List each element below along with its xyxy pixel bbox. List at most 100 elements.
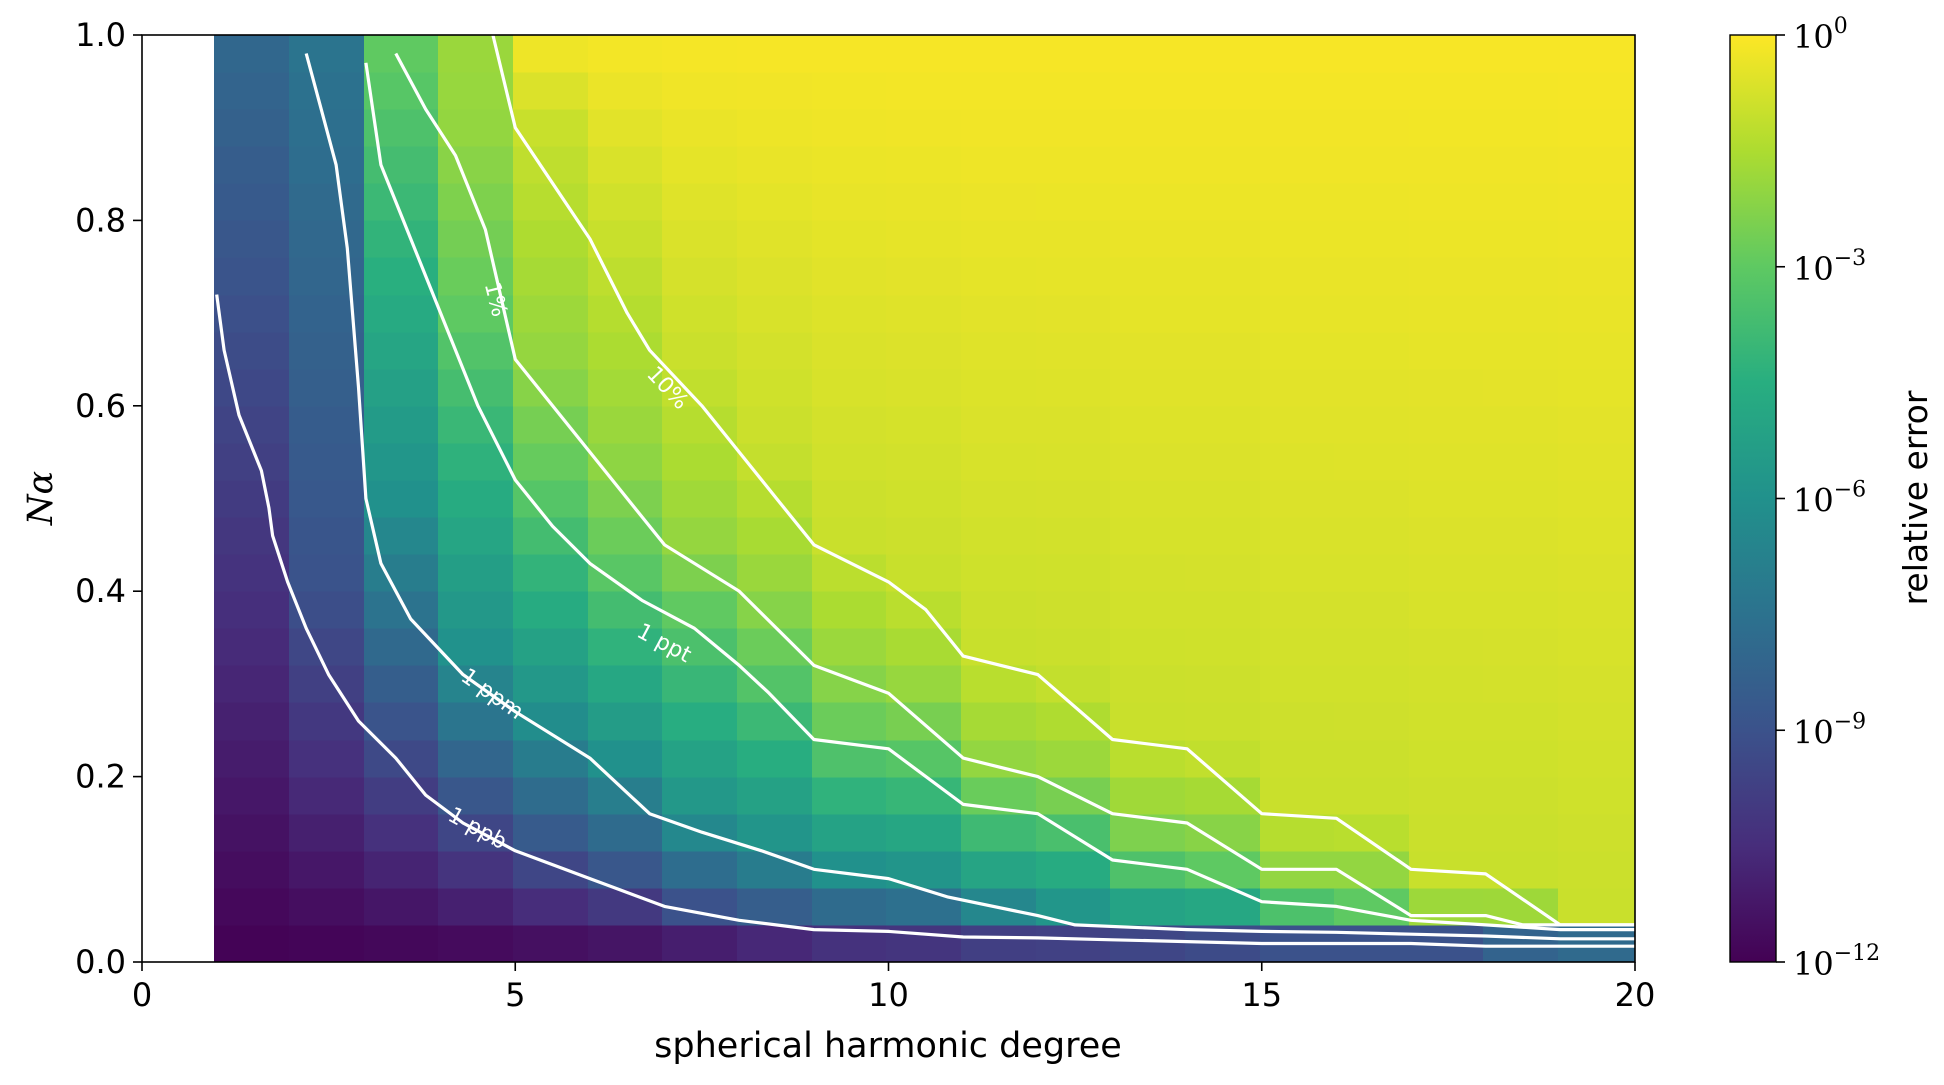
heatmap-cell bbox=[1409, 220, 1484, 258]
heatmap-cell bbox=[364, 888, 439, 926]
heatmap-cell bbox=[289, 814, 365, 852]
x-tick-label: 0 bbox=[132, 976, 152, 1014]
heatmap-cell bbox=[1260, 591, 1335, 629]
heatmap-cell bbox=[812, 332, 887, 370]
heatmap-cell bbox=[513, 814, 589, 852]
colorbar-tick-label: 10−6 bbox=[1793, 478, 1866, 520]
y-axis: 0.0 0.2 0.4 0.6 0.8 1.0 bbox=[75, 16, 142, 981]
heatmap-cell bbox=[812, 777, 887, 815]
heatmap-cell bbox=[438, 591, 514, 629]
heatmap-cell bbox=[1334, 740, 1410, 778]
heatmap-cell bbox=[1558, 146, 1634, 184]
heatmap-cell bbox=[1483, 814, 1559, 852]
colorbar-label: relative error bbox=[1896, 390, 1935, 605]
heatmap-cell bbox=[1409, 888, 1484, 926]
heatmap-cell bbox=[1260, 517, 1335, 555]
heatmap-cell bbox=[438, 72, 514, 110]
heatmap-cell bbox=[289, 925, 365, 962]
heatmap-cell bbox=[1110, 146, 1186, 184]
y-tick-label: 0.2 bbox=[75, 758, 126, 796]
heatmap-cell bbox=[1260, 257, 1335, 296]
heatmap-cell bbox=[1110, 35, 1186, 73]
heatmap-cell bbox=[1260, 628, 1335, 666]
heatmap-cell bbox=[1483, 220, 1559, 258]
heatmap-cell bbox=[1483, 702, 1559, 741]
heatmap-cell bbox=[1110, 925, 1186, 962]
heatmap-cell bbox=[1334, 554, 1410, 592]
heatmap-cell bbox=[961, 814, 1037, 852]
heatmap-cell bbox=[1036, 332, 1111, 370]
heatmap-cell bbox=[1260, 146, 1335, 184]
heatmap-cell bbox=[1260, 369, 1335, 407]
x-axis: 0 5 10 15 20 bbox=[132, 962, 1655, 1014]
heatmap-cell bbox=[513, 628, 589, 666]
heatmap-cell bbox=[662, 554, 738, 592]
heatmap-cell bbox=[1483, 183, 1559, 221]
heatmap-cell bbox=[1036, 35, 1111, 73]
heatmap-cell bbox=[364, 332, 439, 370]
heatmap-cell bbox=[1558, 332, 1634, 370]
heatmap-cell bbox=[1334, 777, 1410, 815]
heatmap-cell bbox=[1260, 72, 1335, 110]
y-tick-label: 0.6 bbox=[75, 387, 126, 425]
heatmap-cell bbox=[438, 925, 514, 962]
heatmap-cell bbox=[1558, 369, 1634, 407]
heatmap-cell bbox=[438, 554, 514, 592]
heatmap-cell bbox=[812, 72, 887, 110]
x-tick-label: 15 bbox=[1241, 976, 1282, 1014]
heatmap-cell bbox=[588, 591, 663, 629]
heatmap-cell bbox=[1260, 740, 1335, 778]
heatmap-cell bbox=[1334, 628, 1410, 666]
heatmap-cell bbox=[662, 257, 738, 296]
heatmap-cell bbox=[438, 517, 514, 555]
heatmap-cell bbox=[513, 257, 589, 296]
heatmap-cell bbox=[1633, 777, 1635, 815]
heatmap-cell bbox=[1334, 443, 1410, 481]
heatmap-cell bbox=[662, 35, 738, 73]
heatmap-cell bbox=[886, 35, 962, 73]
heatmap-cell bbox=[1260, 702, 1335, 741]
heatmap-cell bbox=[513, 72, 589, 110]
heatmap-cell bbox=[1558, 740, 1634, 778]
x-axis-label: spherical harmonic degree bbox=[654, 1026, 1122, 1066]
heatmap-cell bbox=[961, 851, 1037, 889]
heatmap-cell bbox=[588, 72, 663, 110]
heatmap-cell bbox=[364, 406, 439, 444]
heatmap-cell bbox=[1558, 702, 1634, 741]
heatmap-cell bbox=[1633, 109, 1635, 147]
heatmap-cell bbox=[438, 851, 514, 889]
heatmap-cell bbox=[1633, 480, 1635, 518]
heatmap-cell bbox=[737, 72, 813, 110]
heatmap-cell bbox=[1110, 628, 1186, 666]
heatmap-cell bbox=[1110, 369, 1186, 407]
heatmap-cell bbox=[1483, 257, 1559, 296]
heatmap-cell bbox=[1483, 517, 1559, 555]
heatmap-cell bbox=[886, 814, 962, 852]
heatmap-cell bbox=[1260, 183, 1335, 221]
heatmap-cell bbox=[588, 369, 663, 407]
heatmap-cell bbox=[364, 146, 439, 184]
heatmap-cell bbox=[1110, 851, 1186, 889]
heatmap-cell bbox=[886, 332, 962, 370]
contour-lines bbox=[215, 35, 1635, 948]
heatmap-cell bbox=[1185, 517, 1261, 555]
heatmap-cell bbox=[1260, 665, 1335, 703]
heatmap-cell bbox=[662, 777, 738, 815]
heatmap-cell bbox=[214, 109, 290, 147]
heatmap-cell bbox=[662, 851, 738, 889]
heatmap-cell bbox=[1633, 851, 1635, 889]
heatmap-cell bbox=[1558, 443, 1634, 481]
heatmap-cell bbox=[1483, 591, 1559, 629]
heatmap-cell bbox=[588, 146, 663, 184]
contour-line bbox=[364, 62, 1635, 932]
heatmap-cell bbox=[513, 480, 589, 518]
heatmap-cell bbox=[1036, 443, 1111, 481]
heatmap-cell bbox=[289, 591, 365, 629]
heatmap-cell bbox=[588, 183, 663, 221]
heatmap-cell bbox=[214, 925, 290, 962]
heatmap-cell bbox=[289, 406, 365, 444]
heatmap-cell bbox=[1633, 220, 1635, 258]
heatmap-cell bbox=[1110, 480, 1186, 518]
heatmap-cell bbox=[886, 183, 962, 221]
heatmap-cell bbox=[438, 406, 514, 444]
